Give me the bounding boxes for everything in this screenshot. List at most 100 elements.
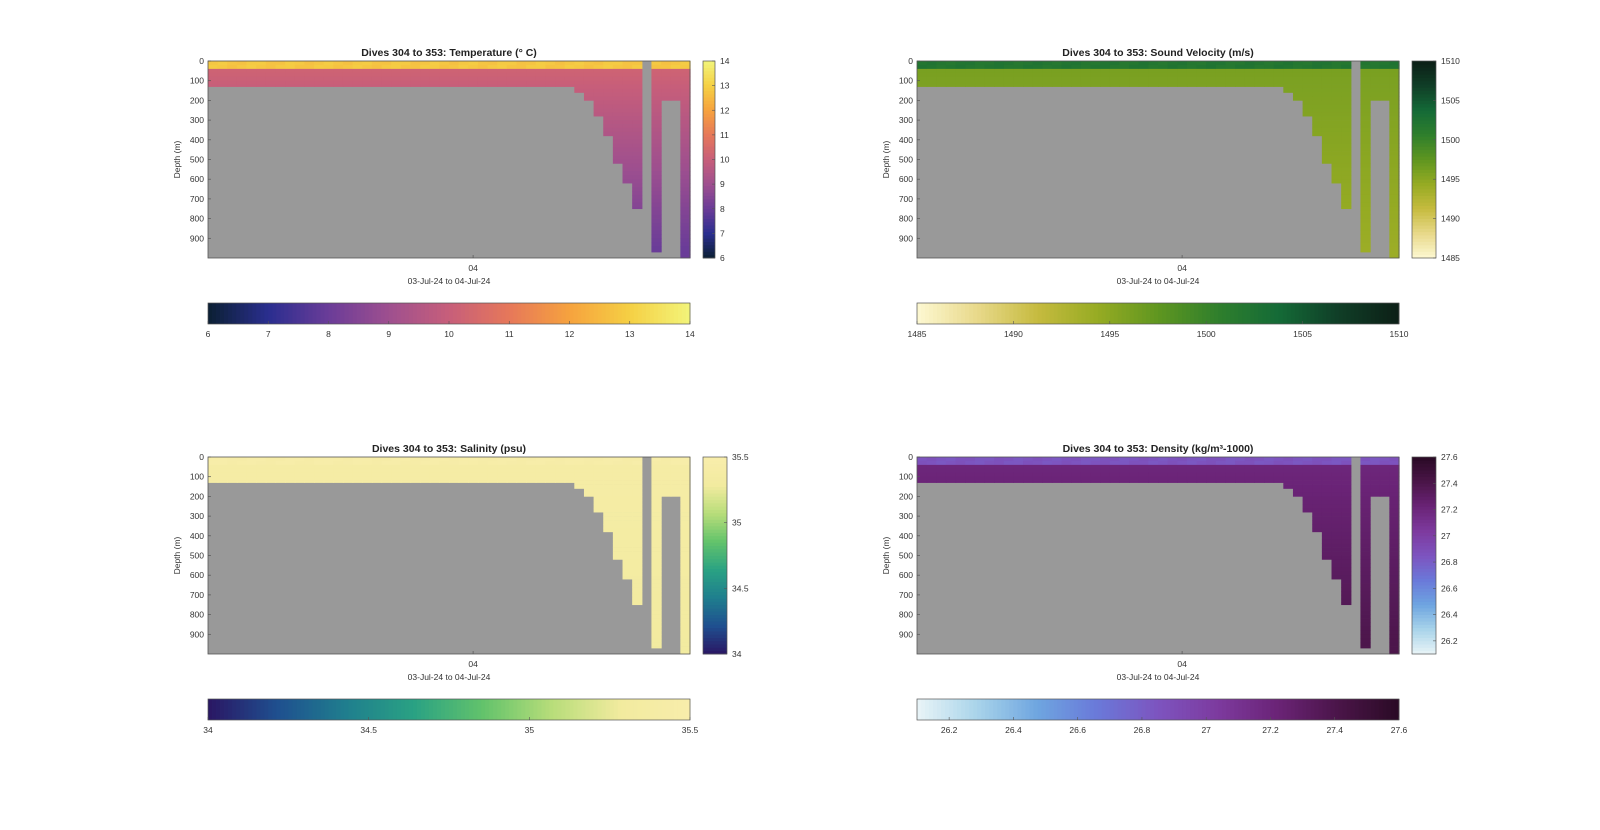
heat-cell bbox=[371, 472, 383, 477]
heat-cell bbox=[1331, 155, 1342, 160]
colorbar-segment bbox=[1202, 699, 1207, 720]
heat-cell bbox=[622, 116, 633, 121]
heat-cell bbox=[622, 555, 633, 560]
heat-cell bbox=[622, 112, 633, 117]
heat-cell bbox=[1389, 116, 1400, 121]
heat-cell bbox=[1341, 175, 1352, 180]
colorbar-segment bbox=[388, 303, 394, 324]
colorbar-segment bbox=[513, 303, 518, 324]
colorbar-segment bbox=[1113, 303, 1119, 324]
heat-cell bbox=[545, 61, 556, 66]
heat-cell bbox=[1196, 476, 1207, 481]
heat-cell bbox=[1360, 116, 1371, 121]
heat-cell bbox=[323, 76, 334, 81]
heat-cell bbox=[1100, 76, 1111, 81]
colorbar-segment bbox=[1250, 303, 1255, 324]
heat-cell bbox=[680, 238, 691, 243]
colorbar-segment bbox=[1262, 303, 1267, 324]
colorbar-segment bbox=[1093, 303, 1099, 324]
dive-column bbox=[632, 61, 643, 210]
heat-cell bbox=[1360, 202, 1371, 208]
heat-cell bbox=[1341, 594, 1352, 600]
heat-cell bbox=[680, 250, 691, 255]
heat-cell bbox=[400, 61, 412, 66]
heat-cell bbox=[622, 120, 633, 125]
heat-cell bbox=[680, 571, 691, 576]
colorbar-segment bbox=[1170, 699, 1175, 720]
heat-cell bbox=[1360, 516, 1371, 521]
heat-cell bbox=[1389, 618, 1400, 623]
heat-cell bbox=[1341, 539, 1352, 544]
colorbar-segment bbox=[1186, 303, 1191, 324]
heat-cell bbox=[1061, 460, 1072, 466]
heat-cell bbox=[680, 594, 691, 600]
heat-cell bbox=[651, 480, 662, 485]
heat-cell bbox=[1071, 464, 1082, 470]
heat-cell bbox=[1331, 167, 1342, 172]
colorbar-segment bbox=[703, 159, 715, 164]
heat-cell bbox=[670, 457, 681, 462]
heat-cell bbox=[1312, 488, 1323, 493]
heat-cell bbox=[1341, 543, 1352, 548]
colorbar-segment bbox=[585, 699, 590, 720]
heat-cell bbox=[1042, 84, 1053, 87]
heat-cell bbox=[285, 61, 296, 66]
heat-cell bbox=[945, 80, 957, 85]
heat-cell bbox=[1389, 198, 1400, 204]
heat-cell bbox=[955, 468, 966, 474]
heat-cell bbox=[1312, 124, 1323, 129]
colorbar-segment bbox=[625, 303, 631, 324]
heat-cell bbox=[449, 76, 460, 81]
dive-column bbox=[545, 457, 556, 483]
heat-cell bbox=[410, 80, 421, 85]
heat-cell bbox=[497, 480, 508, 483]
heat-cell bbox=[680, 512, 691, 517]
colorbar-segment bbox=[703, 185, 715, 190]
heat-cell bbox=[651, 555, 662, 560]
heat-cell bbox=[477, 476, 489, 481]
heat-cell bbox=[1312, 84, 1323, 89]
colorbar-segment bbox=[1412, 627, 1436, 632]
heat-cell bbox=[506, 472, 518, 477]
heat-cell bbox=[1254, 457, 1265, 462]
dive-column bbox=[945, 457, 957, 483]
dive-column bbox=[1302, 61, 1313, 117]
heat-cell bbox=[526, 472, 537, 477]
colorbar-segment bbox=[703, 202, 715, 206]
colorbar-segment bbox=[703, 175, 715, 180]
colorbar-segment bbox=[1190, 303, 1195, 324]
colorbar-segment bbox=[1412, 525, 1436, 530]
y-tick-label: 700 bbox=[190, 590, 204, 600]
colorbar-tick-label: 26.8 bbox=[1441, 557, 1458, 567]
colorbar-segment bbox=[1412, 499, 1436, 504]
colorbar-segment bbox=[1412, 172, 1436, 177]
colorbar-segment bbox=[1412, 532, 1436, 537]
heat-cell bbox=[680, 214, 691, 219]
heat-cell bbox=[632, 163, 643, 168]
heat-cell bbox=[236, 61, 248, 66]
heat-cell bbox=[1389, 547, 1400, 552]
heat-cell bbox=[285, 476, 296, 481]
heat-cell bbox=[1341, 488, 1352, 493]
heat-cell bbox=[1235, 64, 1246, 70]
colorbar-segment bbox=[1234, 303, 1239, 324]
y-tick-label: 400 bbox=[190, 135, 204, 145]
heat-cell bbox=[265, 468, 277, 474]
heat-cell bbox=[352, 64, 363, 70]
heat-cell bbox=[1292, 72, 1304, 78]
colorbar-segment bbox=[1045, 303, 1050, 324]
dive-column bbox=[352, 457, 363, 483]
heat-cell bbox=[1013, 457, 1024, 462]
heat-cell bbox=[458, 80, 469, 85]
heat-cell bbox=[1321, 159, 1333, 164]
heat-cell bbox=[1129, 472, 1140, 477]
heat-cell bbox=[622, 575, 633, 580]
colorbar-segment bbox=[1298, 303, 1303, 324]
colorbar-segment bbox=[589, 303, 594, 324]
colorbar-tick-label: 26.6 bbox=[1069, 725, 1086, 735]
heat-cell bbox=[945, 84, 957, 87]
colorbar-segment bbox=[1306, 699, 1312, 720]
dive-column bbox=[622, 61, 633, 184]
colorbar-segment bbox=[953, 699, 958, 720]
